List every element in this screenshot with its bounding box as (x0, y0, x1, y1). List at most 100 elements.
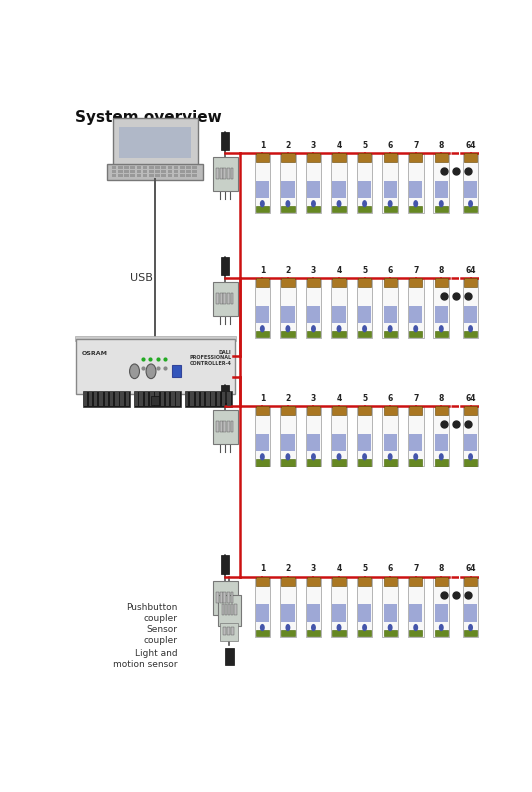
FancyBboxPatch shape (434, 279, 449, 338)
FancyBboxPatch shape (254, 577, 270, 637)
Text: 7: 7 (413, 565, 418, 573)
Bar (435, 604, 448, 622)
Bar (217, 592, 219, 603)
Circle shape (439, 624, 444, 631)
Bar (256, 459, 269, 466)
Text: 8: 8 (438, 141, 444, 150)
Bar (217, 421, 219, 432)
Circle shape (413, 453, 418, 460)
Bar (223, 293, 226, 304)
Bar (221, 257, 229, 275)
Bar (112, 174, 117, 177)
Text: 5: 5 (362, 394, 367, 402)
Bar (161, 174, 166, 177)
FancyBboxPatch shape (408, 154, 423, 213)
Circle shape (260, 453, 265, 460)
FancyBboxPatch shape (408, 577, 423, 637)
Bar (332, 331, 346, 337)
Bar (281, 207, 295, 212)
Bar (409, 459, 422, 466)
Bar (332, 306, 346, 323)
Bar (409, 577, 422, 585)
Bar (307, 207, 320, 212)
Text: System overview: System overview (74, 110, 221, 125)
Bar (220, 592, 223, 603)
Bar (149, 166, 154, 169)
Bar (230, 421, 234, 432)
Bar (206, 392, 210, 406)
Bar (464, 306, 477, 323)
Bar (221, 385, 229, 403)
Circle shape (130, 364, 139, 379)
Circle shape (337, 453, 342, 460)
Bar (307, 577, 320, 585)
Bar (464, 207, 477, 212)
Bar (332, 181, 346, 198)
Text: 2: 2 (285, 265, 290, 275)
Circle shape (413, 325, 418, 333)
Bar (161, 392, 164, 406)
Bar (155, 166, 160, 169)
Bar (225, 604, 227, 615)
Bar (228, 604, 230, 615)
Text: 8: 8 (438, 265, 444, 275)
Circle shape (260, 200, 265, 208)
Bar (227, 592, 230, 603)
Text: 6: 6 (387, 265, 393, 275)
Bar (307, 630, 320, 636)
Bar (358, 630, 371, 636)
Bar (173, 166, 178, 169)
Bar (435, 154, 448, 162)
Bar (384, 331, 397, 337)
Bar (435, 181, 448, 198)
Bar (281, 577, 295, 585)
Bar (143, 166, 147, 169)
Circle shape (337, 325, 342, 333)
FancyBboxPatch shape (383, 279, 398, 338)
Text: Sensor
coupler: Sensor coupler (144, 625, 178, 645)
Bar (281, 331, 295, 337)
Text: 3: 3 (311, 141, 316, 150)
Circle shape (362, 453, 367, 460)
FancyBboxPatch shape (280, 279, 296, 338)
FancyBboxPatch shape (280, 407, 296, 466)
Text: 5: 5 (362, 265, 367, 275)
Bar (227, 421, 230, 432)
Bar (217, 168, 219, 179)
Circle shape (337, 200, 342, 208)
Bar (227, 392, 231, 406)
Circle shape (286, 624, 290, 631)
Text: 5: 5 (362, 141, 367, 150)
Bar (231, 604, 234, 615)
Bar (409, 154, 422, 162)
Bar (89, 392, 92, 406)
FancyBboxPatch shape (331, 577, 347, 637)
Bar (222, 392, 226, 406)
Bar (307, 306, 320, 323)
Bar (464, 604, 477, 622)
Bar (186, 166, 190, 169)
Bar (118, 166, 123, 169)
Bar (281, 434, 295, 451)
Bar (332, 434, 346, 451)
Bar (168, 166, 172, 169)
Text: 1: 1 (260, 565, 265, 573)
Bar (185, 392, 188, 406)
Bar (435, 630, 448, 636)
Circle shape (362, 325, 367, 333)
FancyBboxPatch shape (213, 410, 238, 444)
Bar (307, 604, 320, 622)
Bar (256, 604, 269, 622)
Bar (220, 168, 223, 179)
Bar (384, 577, 397, 585)
Bar (221, 604, 224, 615)
Bar (223, 168, 226, 179)
Circle shape (311, 200, 316, 208)
Bar (186, 170, 190, 173)
Bar (464, 181, 477, 198)
Bar (155, 392, 159, 406)
FancyBboxPatch shape (254, 154, 270, 213)
Bar (231, 627, 234, 634)
FancyBboxPatch shape (213, 158, 238, 192)
Bar (134, 392, 138, 406)
